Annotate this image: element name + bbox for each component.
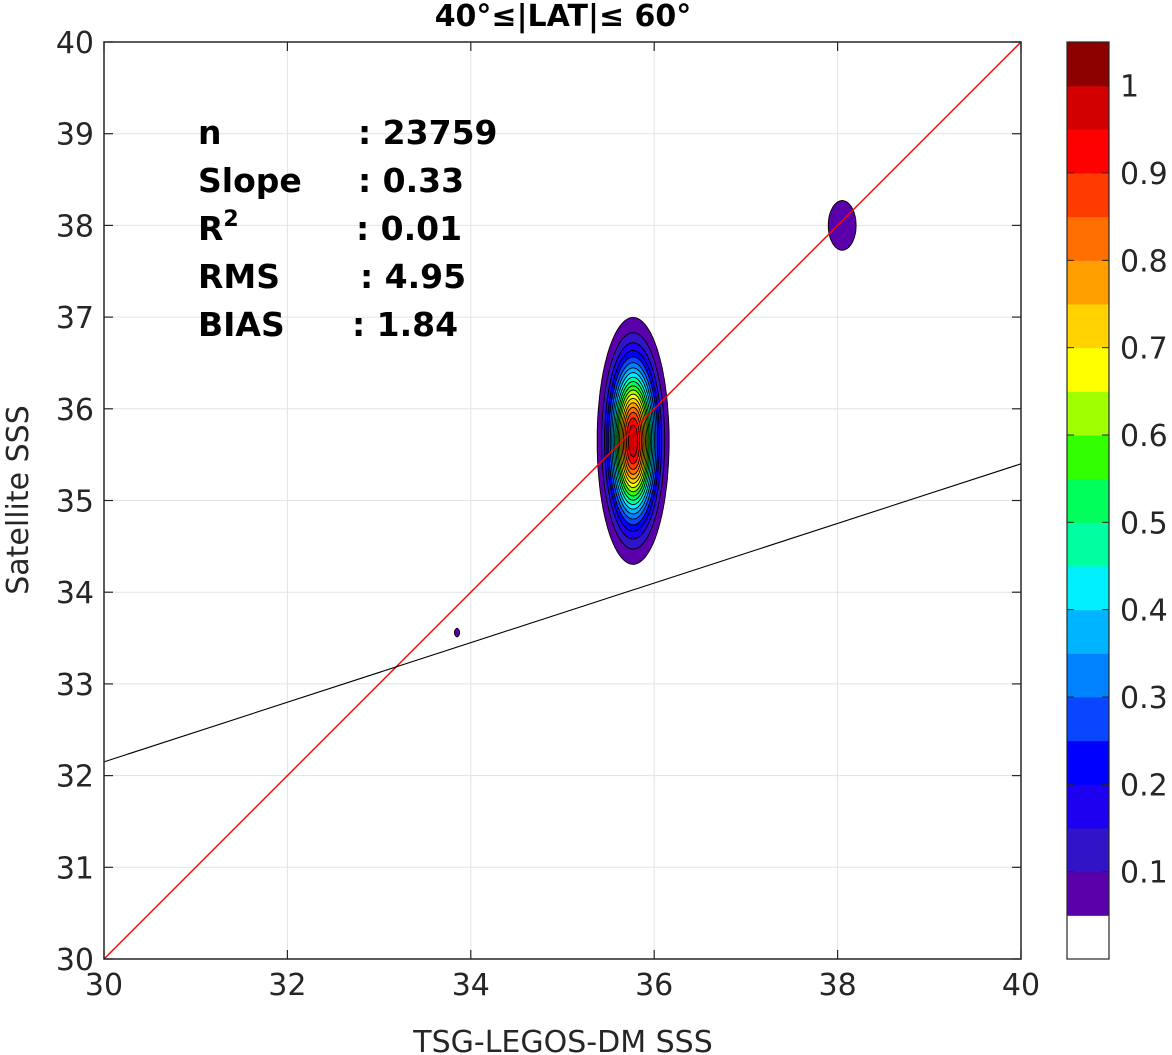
colorbar-segment xyxy=(1067,173,1109,218)
y-tick-label: 38 xyxy=(56,209,94,244)
plot-area: 30 32 34 36 38 40 30 31 32 33 34 35 36 37 38 39 40 xyxy=(56,26,1040,1003)
y-tick-label: 33 xyxy=(56,668,94,703)
x-axis-label: TSG-LEGOS-DM SSS xyxy=(412,1025,713,1055)
x-tick-label: 38 xyxy=(819,968,857,1003)
stat-label: R2 xyxy=(198,207,239,248)
colorbar-tick-label: 0.6 xyxy=(1120,419,1168,454)
colorbar-tick-label: 0.1 xyxy=(1120,856,1168,891)
stat-value: : 0.33 xyxy=(358,161,464,200)
stat-label: RMS xyxy=(198,257,280,296)
chart-title: 40°≤|LAT|≤ 60° xyxy=(435,0,692,34)
stat-value: : 23759 xyxy=(358,113,498,152)
x-tick-label: 30 xyxy=(85,968,123,1003)
y-tick-label: 36 xyxy=(56,393,94,428)
y-tick-label: 39 xyxy=(56,118,94,153)
colorbar-segment xyxy=(1067,391,1109,436)
colorbar-segment xyxy=(1067,129,1109,174)
y-tick-label: 40 xyxy=(56,26,94,61)
colorbar-tick-label: 0.4 xyxy=(1120,594,1168,629)
colorbar-segment xyxy=(1067,828,1109,873)
stat-value: : 1.84 xyxy=(352,305,458,344)
colorbar-segment xyxy=(1067,304,1109,349)
colorbar-segment xyxy=(1067,871,1109,916)
identity-line xyxy=(103,41,1022,960)
y-tick-label: 37 xyxy=(56,301,94,336)
x-tick-label: 40 xyxy=(1002,968,1040,1003)
colorbar-segment xyxy=(1067,609,1109,654)
colorbar: 0.1 0.2 0.3 0.4 0.5 0.6 0.7 0.8 0.9 1 xyxy=(1066,41,1168,960)
colorbar-segment xyxy=(1067,478,1109,523)
regression-line xyxy=(103,463,1022,763)
y-tick-label: 34 xyxy=(56,576,94,611)
y-tick-label: 31 xyxy=(56,851,94,886)
stat-value: : 4.95 xyxy=(360,257,466,296)
colorbar-segment xyxy=(1067,42,1109,87)
colorbar-segment xyxy=(1067,85,1109,130)
y-tick-label: 30 xyxy=(56,943,94,978)
colorbar-segment xyxy=(1067,347,1109,392)
colorbar-segment xyxy=(1067,435,1109,480)
stat-label: Slope xyxy=(198,161,302,200)
colorbar-segment xyxy=(1067,260,1109,305)
stat-value: : 0.01 xyxy=(356,209,462,248)
axis-ticks: 30 32 34 36 38 40 30 31 32 33 34 35 36 37 38 39 40 xyxy=(56,26,1040,1003)
colorbar-segment xyxy=(1067,216,1109,261)
colorbar-tick-label: 0.2 xyxy=(1120,768,1168,803)
stat-label: BIAS xyxy=(198,305,285,344)
colorbar-tick-label: 0.3 xyxy=(1120,681,1168,716)
gridlines xyxy=(103,41,1022,960)
x-tick-label: 34 xyxy=(452,968,490,1003)
colorbar-frame xyxy=(1066,41,1110,960)
colorbar-segment xyxy=(1067,522,1109,567)
y-axis-label: Satellite SSS xyxy=(1,405,36,595)
colorbar-segment xyxy=(1067,784,1109,829)
colorbar-tick-label: 0.7 xyxy=(1120,332,1168,367)
colorbar-segment xyxy=(1067,653,1109,698)
y-tick-label: 32 xyxy=(56,760,94,795)
y-tick-label: 35 xyxy=(56,485,94,520)
colorbar-tick-label: 0.9 xyxy=(1120,157,1168,192)
x-tick-label: 36 xyxy=(635,968,673,1003)
stats-box: n : 23759 Slope : 0.33 R2 : 0.01 RMS : 4.95 BIAS… xyxy=(198,113,498,344)
colorbar-segment xyxy=(1067,566,1109,611)
colorbar-tick-label: 0.8 xyxy=(1120,244,1168,279)
colorbar-segment xyxy=(1067,740,1109,785)
reference-lines xyxy=(103,41,1022,960)
stat-label: n xyxy=(198,113,222,152)
colorbar-tick-label: 0.5 xyxy=(1120,506,1168,541)
colorbar-tick-label: 1 xyxy=(1120,70,1139,105)
x-tick-label: 32 xyxy=(268,968,306,1003)
colorbar-segment xyxy=(1067,697,1109,742)
colorbar-segment xyxy=(1067,915,1109,960)
density-contours xyxy=(454,200,857,638)
